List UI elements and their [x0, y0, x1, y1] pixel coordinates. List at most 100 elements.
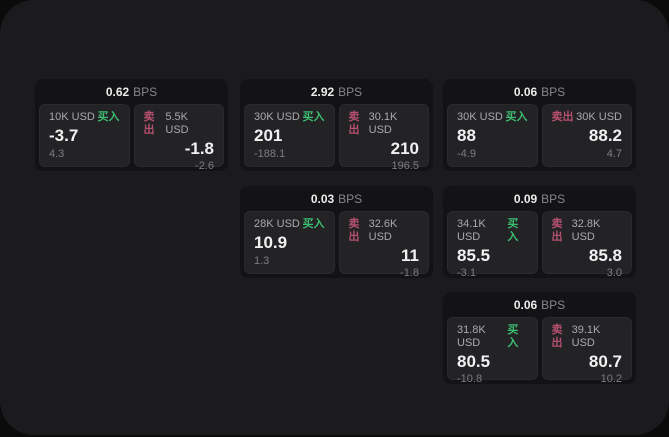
buy-size: 34.1K USD	[457, 218, 486, 243]
buy-size: 30K USD	[457, 111, 503, 123]
sell-sub-value: 10.2	[600, 373, 622, 384]
sell-size: 39.1K USD	[571, 324, 601, 349]
buy-size: 30K USD	[254, 111, 300, 123]
bps-value: 0.09	[513, 191, 538, 206]
bps-header: 0.06 BPS	[443, 79, 636, 104]
buy-sub-value: 4.3	[49, 148, 65, 160]
quote-card: 0.62 BPS 10K USD 买入 -3.7 4.3 卖出 5.5K USD…	[35, 79, 228, 171]
sell-price: 11	[401, 246, 419, 265]
buy-side-label: 买入	[302, 111, 325, 123]
sell-size: 32.6K USD	[368, 218, 398, 243]
sell-sub-value: 196.5	[391, 160, 419, 171]
buy-sub-value: -4.9	[457, 148, 476, 160]
bps-value: 0.03	[310, 191, 335, 206]
buy-pane-top: 30K USD 买入	[254, 111, 325, 124]
quote-card: 0.06 BPS 31.8K USD 买入 80.5 -10.8 卖出 39.1…	[443, 292, 636, 384]
buy-pane-top: 34.1K USD 买入	[457, 218, 528, 244]
buy-pane[interactable]: 31.8K USD 买入 80.5 -10.8	[447, 317, 538, 384]
bps-unit-label: BPS	[541, 191, 566, 206]
sell-side-label: 卖出	[551, 218, 563, 243]
quote-card-body: 34.1K USD 买入 85.5 -3.1 卖出 32.8K USD 85.8…	[443, 211, 636, 278]
sell-size: 5.5K USD	[165, 111, 189, 136]
quote-card: 0.03 BPS 28K USD 买入 10.9 1.3 卖出 32.6K US…	[240, 186, 433, 278]
buy-side-label: 买入	[505, 111, 528, 123]
buy-pane[interactable]: 30K USD 买入 88 -4.9	[447, 104, 538, 167]
quote-card: 2.92 BPS 30K USD 买入 201 -188.1 卖出 30.1K …	[240, 79, 433, 171]
sell-size: 30.1K USD	[368, 111, 398, 136]
buy-size: 10K USD	[49, 111, 95, 123]
sell-size: 30K USD	[576, 111, 622, 123]
quote-card-body: 30K USD 买入 88 -4.9 卖出 30K USD 88.2 4.7	[443, 104, 636, 171]
buy-sub-value: -188.1	[254, 148, 286, 160]
sell-pane-top: 卖出 32.6K USD	[349, 218, 420, 244]
sell-pane-top: 卖出 30K USD	[552, 111, 623, 124]
quote-card-body: 28K USD 买入 10.9 1.3 卖出 32.6K USD 11 -1.8	[240, 211, 433, 278]
buy-price: 85.5	[457, 246, 491, 265]
quote-card-body: 31.8K USD 买入 80.5 -10.8 卖出 39.1K USD 80.…	[443, 317, 636, 384]
bps-header: 0.62 BPS	[35, 79, 228, 104]
bps-unit-label: BPS	[541, 297, 566, 312]
buy-price: 201	[254, 126, 283, 145]
sell-pane[interactable]: 卖出 32.6K USD 11 -1.8	[338, 211, 429, 278]
buy-side-label: 买入	[97, 111, 120, 123]
sell-side-label: 卖出	[348, 111, 360, 136]
bps-unit-label: BPS	[133, 84, 158, 99]
bps-value: 2.92	[310, 84, 335, 99]
sell-price: 210	[390, 139, 419, 158]
buy-pane[interactable]: 30K USD 买入 201 -188.1	[244, 104, 335, 167]
buy-sub-value: -3.1	[457, 267, 476, 278]
buy-side-label: 买入	[507, 218, 519, 243]
bps-value: 0.06	[513, 84, 538, 99]
sell-price: -1.8	[184, 139, 214, 158]
buy-pane-top: 30K USD 买入	[457, 111, 528, 124]
sell-side-label: 卖出	[551, 324, 563, 349]
quote-card-body: 30K USD 买入 201 -188.1 卖出 30.1K USD 210 1…	[240, 104, 433, 171]
bps-header: 2.92 BPS	[240, 79, 433, 104]
bps-unit-label: BPS	[541, 84, 566, 99]
buy-side-label: 买入	[507, 324, 519, 349]
sell-price: 80.7	[588, 352, 622, 371]
sell-sub-value: -2.6	[195, 160, 214, 171]
sell-pane-top: 卖出 30.1K USD	[349, 111, 420, 137]
buy-pane-top: 28K USD 买入	[254, 218, 325, 231]
sell-side-label: 卖出	[348, 218, 360, 243]
sell-pane-top: 卖出 5.5K USD	[144, 111, 215, 137]
buy-pane[interactable]: 34.1K USD 买入 85.5 -3.1	[447, 211, 538, 278]
sell-size: 32.8K USD	[571, 218, 601, 243]
sell-side-label: 卖出	[551, 111, 574, 123]
buy-pane-top: 10K USD 买入	[49, 111, 120, 124]
sell-pane[interactable]: 卖出 39.1K USD 80.7 10.2	[541, 317, 632, 384]
buy-pane[interactable]: 28K USD 买入 10.9 1.3	[244, 211, 335, 274]
quote-card: 0.09 BPS 34.1K USD 买入 85.5 -3.1 卖出 32.8K…	[443, 186, 636, 278]
sell-sub-value: -1.8	[400, 267, 419, 278]
sell-sub-value: 3.0	[606, 267, 622, 278]
sell-pane[interactable]: 卖出 32.8K USD 85.8 3.0	[541, 211, 632, 278]
buy-price: 80.5	[457, 352, 491, 371]
sell-side-label: 卖出	[143, 111, 155, 136]
buy-side-label: 买入	[302, 218, 325, 230]
bps-header: 0.09 BPS	[443, 186, 636, 211]
buy-pane-top: 31.8K USD 买入	[457, 324, 528, 350]
sell-price: 85.8	[588, 246, 622, 265]
sell-pane[interactable]: 卖出 5.5K USD -1.8 -2.6	[133, 104, 224, 171]
buy-price: -3.7	[49, 126, 79, 145]
buy-price: 88	[457, 126, 476, 145]
buy-pane[interactable]: 10K USD 买入 -3.7 4.3	[39, 104, 130, 167]
buy-size: 28K USD	[254, 218, 300, 230]
bps-unit-label: BPS	[338, 191, 363, 206]
sell-pane[interactable]: 卖出 30.1K USD 210 196.5	[338, 104, 429, 171]
bps-value: 0.06	[513, 297, 538, 312]
sell-pane-top: 卖出 39.1K USD	[552, 324, 623, 350]
quote-card: 0.06 BPS 30K USD 买入 88 -4.9 卖出 30K USD 8…	[443, 79, 636, 171]
sell-sub-value: 4.7	[606, 148, 622, 160]
buy-size: 31.8K USD	[457, 324, 486, 349]
bps-value: 0.62	[105, 84, 130, 99]
sell-pane-top: 卖出 32.8K USD	[552, 218, 623, 244]
sell-pane[interactable]: 卖出 30K USD 88.2 4.7	[541, 104, 632, 167]
quote-card-body: 10K USD 买入 -3.7 4.3 卖出 5.5K USD -1.8 -2.…	[35, 104, 228, 171]
buy-sub-value: 1.3	[254, 255, 270, 267]
bps-header: 0.03 BPS	[240, 186, 433, 211]
buy-sub-value: -10.8	[457, 373, 483, 384]
bps-unit-label: BPS	[338, 84, 363, 99]
